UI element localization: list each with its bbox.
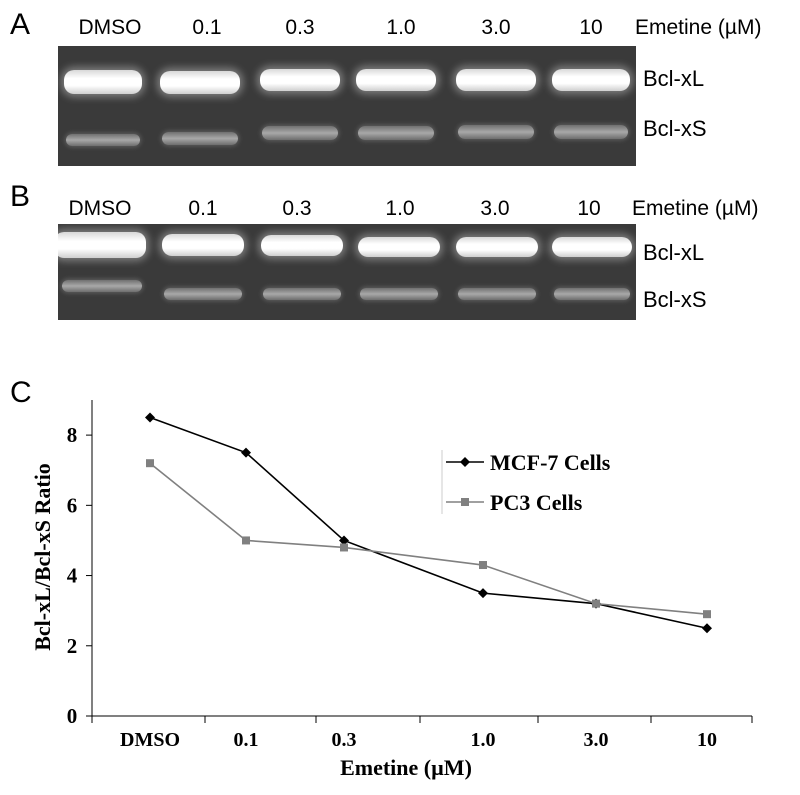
panel-a-band-label-bcl-xl: Bcl-xL [643,66,705,91]
data-point [241,447,251,458]
y-tick-label: 6 [67,493,78,517]
data-point [479,561,487,570]
data-point [242,536,250,545]
panel-a-lane-label: DMSO [78,16,142,39]
panel-b-lane-label: 0.1 [188,197,218,220]
panel-b-gel-image [58,224,636,320]
panel-a-lane-label: 0.1 [192,16,222,39]
data-point [703,610,711,619]
gel-band-bcl-xs [263,288,341,300]
gel-band-bcl-xl [456,237,538,257]
data-point [145,412,155,423]
panel-b-concentration-title: Emetine (µM) [632,197,759,220]
y-tick-label: 0 [67,704,78,728]
gel-band-bcl-xl [456,69,536,91]
data-point [478,588,488,599]
gel-band-bcl-xs [360,288,438,300]
legend-label: PC3 Cells [490,490,583,515]
gel-band-bcl-xl [64,70,142,94]
data-point [340,543,348,552]
gel-band-bcl-xs [262,126,338,140]
panel-b-band-label-bcl-xl: Bcl-xL [643,240,705,265]
panel-a-concentration-title: Emetine (µM) [635,16,762,39]
y-tick-label: 4 [67,564,78,588]
panel-b-letter: B [10,180,31,213]
gel-band-bcl-xs [62,280,142,292]
gel-band-bcl-xs [162,132,238,145]
panel-a-band-label-bcl-xs: Bcl-xS [643,116,707,141]
gel-band-bcl-xl [552,69,630,91]
x-tick-label: 10 [697,729,717,751]
panel-c-letter: C [10,376,32,409]
y-axis-label: Bcl-xL/Bcl-xS Ratio [30,463,55,651]
panel-a-gel-image [58,46,636,166]
x-tick-label: 3.0 [584,729,609,751]
data-point [146,459,154,468]
panel-a-lane-label: 0.3 [285,16,315,39]
x-tick-label: 1.0 [471,729,496,751]
gel-band-bcl-xl [358,237,440,257]
y-tick-label: 2 [67,634,78,658]
gel-band-bcl-xl [58,232,146,258]
x-tick-label: 0.3 [332,729,357,751]
gel-band-bcl-xs [164,288,242,300]
gel-band-bcl-xs [66,134,140,146]
data-point [592,599,600,608]
gel-band-bcl-xs [358,126,434,140]
chart-legend: MCF-7 Cells PC3 Cells [441,450,611,515]
chart-axes: 0 2 4 6 8 DMSO 0.1 0.3 1.0 3.0 10 [67,400,753,751]
legend-label: MCF-7 Cells [490,450,611,475]
panel-a-lane-label: 3.0 [481,16,511,39]
panel-b-lane-label: 0.3 [282,197,312,220]
legend-marker [461,498,469,506]
x-tick-label: DMSO [120,729,180,751]
data-point [339,535,349,546]
x-axis-label: Emetine (µM) [340,755,472,780]
gel-band-bcl-xl [552,237,632,257]
series-line [149,462,708,615]
panel-b-band-label-bcl-xs: Bcl-xS [643,287,707,312]
data-point [702,623,712,634]
panel-b-lane-label: 3.0 [480,197,510,220]
panel-b-lane-label: 10 [577,197,601,220]
gel-band-bcl-xs [554,125,628,139]
x-tick-label: 0.1 [234,729,259,751]
panel-b-lane-label: 1.0 [385,197,415,220]
y-tick-label: 8 [67,423,78,447]
panel-b-lane-label: DMSO [68,197,132,220]
series-line [149,416,708,630]
panel-a-letter: A [10,8,31,41]
gel-band-bcl-xs [458,125,534,139]
gel-band-bcl-xs [554,288,630,300]
chart-series [145,412,712,634]
panel-a-lane-label: 1.0 [386,16,416,39]
gel-band-bcl-xl [260,69,340,91]
panel-a-lane-label: 10 [579,16,603,39]
gel-band-bcl-xl [160,71,240,94]
gel-band-bcl-xl [356,69,436,91]
gel-band-bcl-xl [261,235,343,256]
gel-band-bcl-xs [458,288,536,300]
legend-marker [460,457,470,467]
gel-band-bcl-xl [162,234,244,256]
